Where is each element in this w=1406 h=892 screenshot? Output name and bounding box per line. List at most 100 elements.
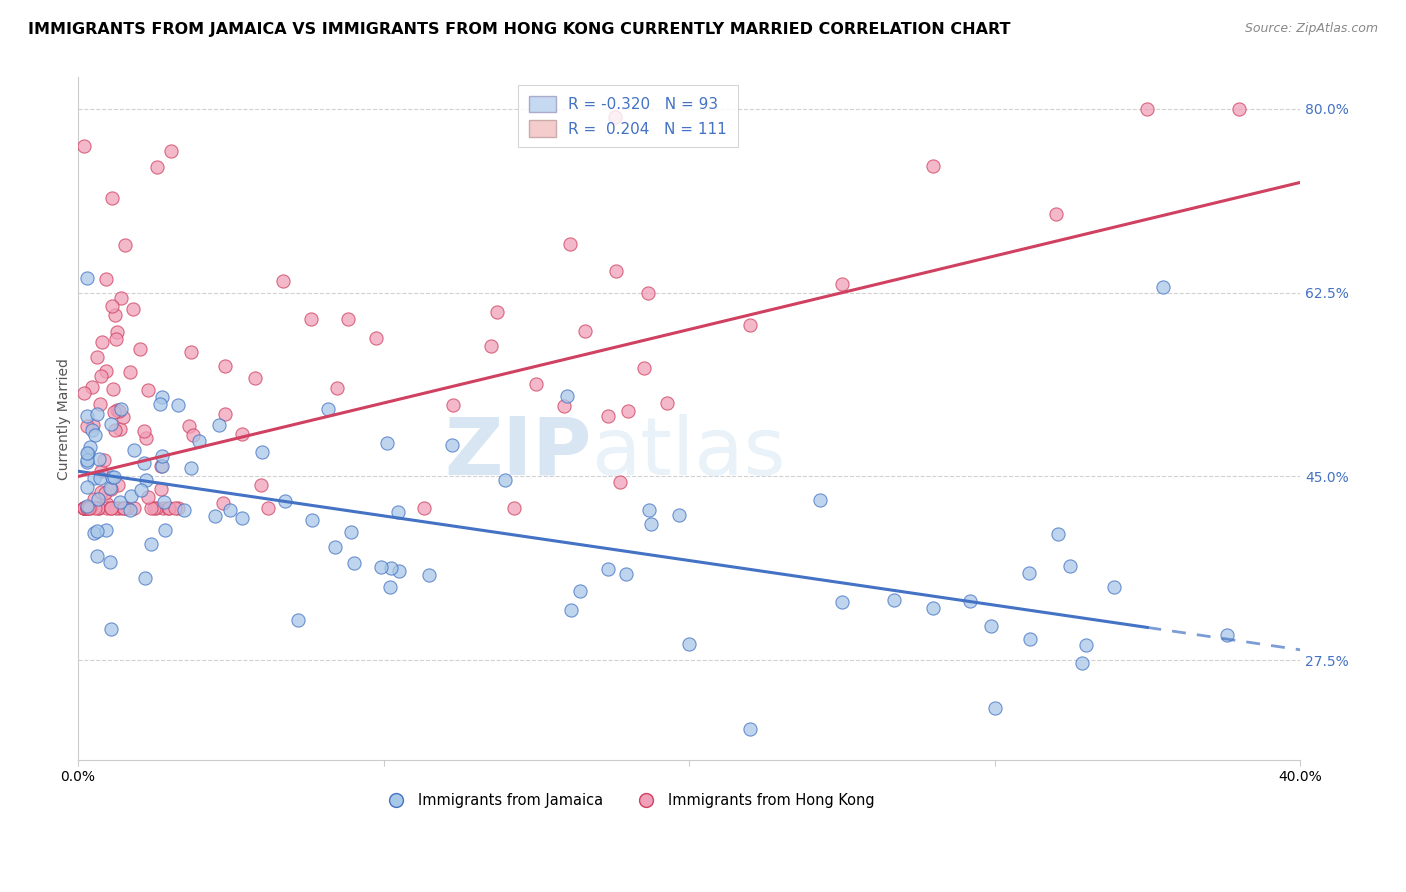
- Point: [73, 501, 96, 516]
- Point: [375, 435, 398, 450]
- Point: [1136, 102, 1159, 116]
- Point: [503, 501, 526, 516]
- Point: [93, 453, 115, 467]
- Point: [96, 497, 118, 511]
- Point: [76, 270, 98, 285]
- Point: [412, 501, 434, 516]
- Point: [77, 501, 100, 516]
- Point: [100, 482, 122, 496]
- Point: [387, 505, 409, 519]
- Point: [299, 312, 322, 326]
- Point: [553, 399, 575, 413]
- Point: [120, 365, 142, 379]
- Point: [135, 473, 157, 487]
- Point: [114, 238, 136, 252]
- Point: [134, 571, 156, 585]
- Point: [73, 501, 96, 516]
- Point: [87, 452, 110, 467]
- Point: [76, 446, 98, 460]
- Point: [214, 407, 236, 421]
- Point: [73, 501, 96, 516]
- Point: [149, 482, 172, 496]
- Point: [103, 382, 125, 396]
- Point: [183, 428, 205, 442]
- Point: [108, 501, 131, 516]
- Point: [73, 386, 96, 401]
- Point: [112, 501, 135, 516]
- Point: [157, 501, 180, 516]
- Point: [107, 478, 129, 492]
- Point: [139, 501, 162, 516]
- Point: [617, 404, 640, 418]
- Point: [86, 350, 108, 364]
- Point: [252, 445, 274, 459]
- Point: [1102, 580, 1125, 594]
- Point: [640, 516, 662, 531]
- Point: [614, 566, 637, 581]
- Point: [326, 381, 349, 395]
- Point: [605, 264, 627, 278]
- Point: [100, 191, 122, 205]
- Point: [638, 503, 661, 517]
- Point: [135, 431, 157, 445]
- Point: [187, 434, 209, 448]
- Point: [569, 583, 592, 598]
- Point: [440, 437, 463, 451]
- Point: [273, 494, 295, 508]
- Point: [150, 449, 173, 463]
- Point: [156, 501, 179, 516]
- Point: [173, 502, 195, 516]
- Point: [159, 144, 181, 158]
- Point: [76, 445, 98, 459]
- Point: [343, 557, 366, 571]
- Point: [560, 603, 582, 617]
- Point: [76, 409, 98, 424]
- Point: [316, 402, 339, 417]
- Point: [83, 501, 105, 516]
- Point: [609, 475, 631, 489]
- Point: [96, 364, 118, 378]
- Point: [380, 581, 402, 595]
- Point: [73, 501, 96, 516]
- Point: [76, 480, 98, 494]
- Point: [79, 501, 101, 516]
- Point: [808, 492, 831, 507]
- Point: [104, 501, 127, 516]
- Point: [100, 623, 122, 637]
- Point: [115, 501, 138, 516]
- Point: [370, 559, 392, 574]
- Point: [149, 397, 172, 411]
- Point: [100, 501, 122, 516]
- Point: [388, 564, 411, 578]
- Point: [129, 483, 152, 497]
- Point: [883, 592, 905, 607]
- Point: [1018, 566, 1040, 580]
- Point: [740, 318, 762, 332]
- Point: [90, 485, 112, 500]
- Point: [90, 369, 112, 384]
- Point: [84, 428, 107, 442]
- Legend: Immigrants from Jamaica, Immigrants from Hong Kong: Immigrants from Jamaica, Immigrants from…: [375, 788, 880, 814]
- Point: [637, 285, 659, 300]
- Point: [558, 237, 581, 252]
- Point: [179, 418, 201, 433]
- Point: [271, 274, 294, 288]
- Point: [245, 371, 267, 385]
- Point: [336, 312, 359, 326]
- Point: [105, 332, 128, 346]
- Point: [90, 464, 112, 478]
- Point: [678, 637, 700, 651]
- Point: [1019, 632, 1042, 646]
- Point: [959, 594, 981, 608]
- Point: [96, 501, 118, 516]
- Point: [136, 490, 159, 504]
- Point: [301, 513, 323, 527]
- Point: [86, 549, 108, 563]
- Point: [983, 700, 1005, 714]
- Point: [112, 501, 135, 516]
- Point: [91, 335, 114, 350]
- Point: [655, 396, 678, 410]
- Point: [596, 562, 619, 576]
- Point: [231, 511, 253, 525]
- Point: [150, 459, 173, 474]
